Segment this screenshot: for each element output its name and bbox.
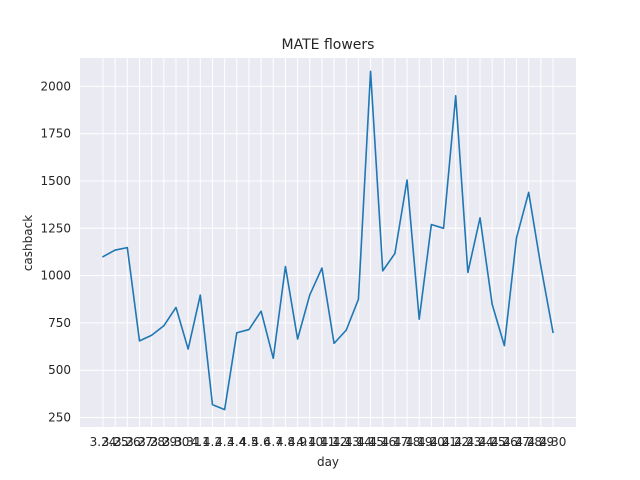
x-tick-label: 4.18 [394, 435, 421, 449]
x-tick-label: 4.23 [455, 435, 482, 449]
x-tick-label: 4.8 [276, 435, 295, 449]
x-tick-label: 4.3 [215, 435, 234, 449]
x-tick-label: 3.26 [114, 435, 141, 449]
x-tick-label: 4.22 [442, 435, 469, 449]
x-tick-label: 4.2 [203, 435, 222, 449]
series-layer [102, 70, 554, 411]
x-tick-label: 4.17 [382, 435, 409, 449]
x-tick-label: 4.24 [467, 435, 494, 449]
x-axis-label: day [317, 455, 339, 469]
y-tick-label: 1250 [40, 221, 71, 235]
y-tick-label: 750 [48, 316, 71, 330]
x-tick-label: 3.30 [163, 435, 190, 449]
y-tick-label: 2000 [40, 79, 71, 93]
x-tick-label: 3.27 [126, 435, 153, 449]
x-tick-label: 4.5 [239, 435, 258, 449]
x-tick-label: 4.10 [296, 435, 323, 449]
x-tick-label: 4.19 [406, 435, 433, 449]
x-tick-label: 4.15 [357, 435, 384, 449]
x-tick-label: 4.4 [227, 435, 246, 449]
x-tick-label: 4.21 [430, 435, 457, 449]
plot-area [80, 58, 576, 427]
y-tick-label: 1000 [40, 269, 71, 283]
x-tick-label: 4.13 [333, 435, 360, 449]
x-tick-label: 4.14 [345, 435, 372, 449]
x-tick-label: 4.9 [288, 435, 307, 449]
x-tick-label: 4.12 [321, 435, 348, 449]
y-tick-labels: 250 500 750 1000 1250 1500 1750 2000 [40, 79, 71, 424]
x-tick-label: 4.1 [191, 435, 210, 449]
grid-layer [80, 58, 576, 427]
x-tick-label: 4.29 [527, 435, 554, 449]
x-tick-label: 3.25 [102, 435, 129, 449]
y-tick-label: 500 [48, 363, 71, 377]
y-tick-label: 1500 [40, 174, 71, 188]
x-tick-label: 4.27 [503, 435, 530, 449]
x-tick-label: 3.24 [90, 435, 117, 449]
x-tick-label: 4.16 [369, 435, 396, 449]
x-tick-labels: 3.243.253.263.273.283.293.303.314.14.24.… [90, 435, 567, 449]
series-line [102, 70, 554, 411]
x-tick-label: 3.28 [138, 435, 165, 449]
x-tick-label: 4.20 [418, 435, 445, 449]
x-tick-label: 4.28 [515, 435, 542, 449]
x-tick-label: 3.31 [175, 435, 202, 449]
x-tick-label: 3.29 [150, 435, 177, 449]
x-tick-label: 4.6 [252, 435, 271, 449]
x-tick-label: 4.30 [540, 435, 567, 449]
x-tick-label: 4.7 [264, 435, 283, 449]
chart-title: MATE flowers [282, 37, 375, 53]
y-axis-label: cashback [21, 215, 35, 271]
x-tick-label: 4.25 [479, 435, 506, 449]
x-tick-label: 4.26 [491, 435, 518, 449]
y-tick-label: 250 [48, 411, 71, 425]
x-tick-label: 4.11 [309, 435, 336, 449]
y-tick-label: 1750 [40, 127, 71, 141]
